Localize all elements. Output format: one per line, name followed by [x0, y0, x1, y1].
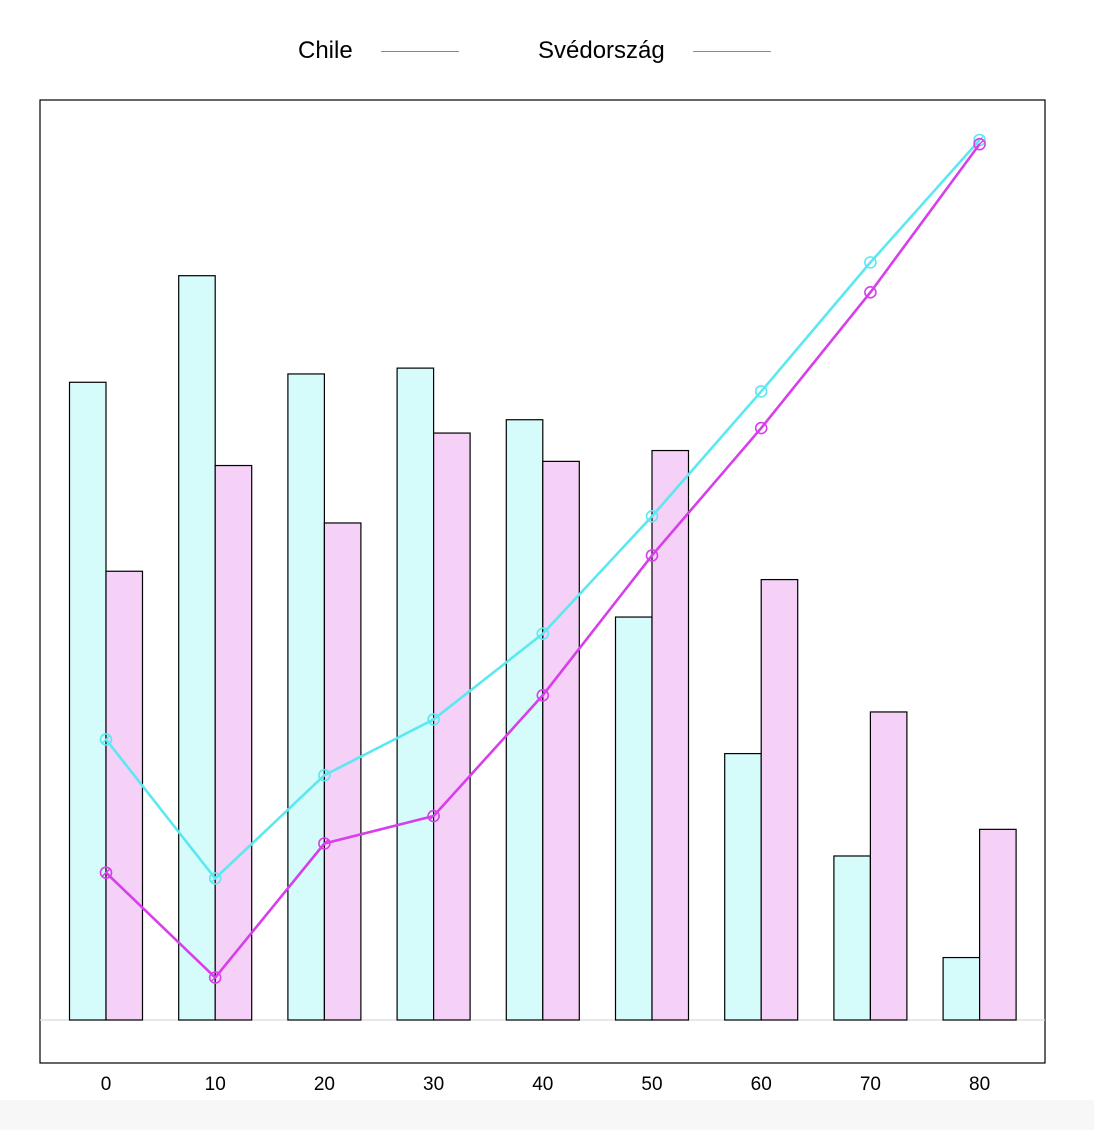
legend-swatch-chile — [380, 50, 459, 52]
legend-item-chile: Chile — [298, 36, 459, 66]
point-slash-svedorszag-30 — [429, 812, 438, 821]
bar-svedorszag-50 — [651, 449, 690, 1021]
point-chile-40 — [536, 627, 550, 640]
point-chile-60 — [754, 385, 768, 398]
x-tick-label-50: 50 — [641, 1074, 662, 1095]
plot-frame — [39, 99, 1046, 1064]
x-tick-label-10: 10 — [205, 1074, 226, 1095]
point-svedorszag-30 — [427, 809, 440, 823]
point-slash-chile-10 — [211, 874, 220, 883]
point-slash-chile-20 — [320, 771, 329, 780]
point-slash-chile-60 — [757, 387, 766, 396]
x-tick-label-30: 30 — [423, 1074, 444, 1095]
legend-item-svedorszag: Svédország — [538, 36, 771, 66]
bar-svedorszag-40 — [542, 460, 580, 1021]
point-svedorszag-60 — [754, 421, 768, 435]
bar-svedorszag-10 — [214, 464, 253, 1021]
point-slash-chile-80 — [975, 136, 984, 144]
x-tick-label-0: 0 — [101, 1074, 112, 1095]
bar-chile-50 — [614, 616, 653, 1021]
bar-chile-70 — [833, 855, 872, 1021]
point-svedorszag-80 — [973, 137, 986, 151]
bottom-strip — [0, 1100, 1094, 1130]
point-slash-svedorszag-10 — [211, 973, 220, 982]
bar-svedorszag-80 — [978, 828, 1017, 1021]
x-tick-label-40: 40 — [532, 1074, 553, 1095]
point-chile-50 — [645, 510, 659, 523]
point-chile-0 — [99, 733, 113, 746]
x-tick-label-80: 80 — [969, 1074, 990, 1095]
x-tick-label-20: 20 — [314, 1074, 335, 1095]
bar-chile-30 — [396, 367, 435, 1021]
x-tick-label-70: 70 — [860, 1074, 881, 1095]
point-svedorszag-50 — [645, 549, 659, 562]
legend-label-svedorszag: Svédország — [538, 37, 665, 64]
legend-swatch-svedorszag — [692, 50, 771, 52]
point-svedorszag-70 — [864, 286, 877, 299]
point-svedorszag-0 — [99, 866, 113, 879]
point-slash-svedorszag-40 — [538, 691, 547, 700]
point-slash-svedorszag-70 — [866, 288, 875, 297]
point-slash-svedorszag-80 — [975, 140, 984, 149]
bar-chile-40 — [505, 419, 544, 1021]
bar-chile-0 — [68, 381, 107, 1021]
bar-svedorszag-70 — [869, 711, 908, 1021]
bar-chile-80 — [942, 956, 981, 1021]
point-chile-10 — [208, 872, 222, 885]
bar-svedorszag-0 — [105, 570, 144, 1021]
point-chile-70 — [864, 256, 877, 269]
point-svedorszag-40 — [536, 689, 550, 702]
legend: Chile Svédország — [0, 36, 1094, 66]
point-slash-chile-50 — [648, 512, 656, 521]
point-slash-svedorszag-60 — [757, 424, 766, 433]
legend-label-chile: Chile — [298, 37, 353, 64]
bar-chile-60 — [724, 752, 762, 1021]
x-tick-label-60: 60 — [751, 1074, 772, 1095]
bar-svedorszag-60 — [760, 578, 799, 1021]
point-chile-30 — [427, 713, 440, 726]
bar-svedorszag-30 — [433, 432, 471, 1021]
bar-chile-20 — [287, 373, 325, 1021]
point-slash-svedorszag-50 — [648, 551, 656, 560]
point-svedorszag-10 — [208, 971, 222, 984]
bar-chile-10 — [178, 275, 216, 1021]
point-svedorszag-20 — [318, 837, 331, 850]
point-slash-chile-0 — [102, 735, 110, 744]
point-slash-svedorszag-0 — [102, 868, 110, 877]
point-slash-chile-30 — [429, 715, 438, 724]
point-slash-svedorszag-20 — [320, 839, 329, 848]
point-slash-chile-40 — [538, 629, 547, 638]
point-slash-chile-70 — [866, 258, 875, 267]
point-chile-20 — [318, 768, 331, 782]
